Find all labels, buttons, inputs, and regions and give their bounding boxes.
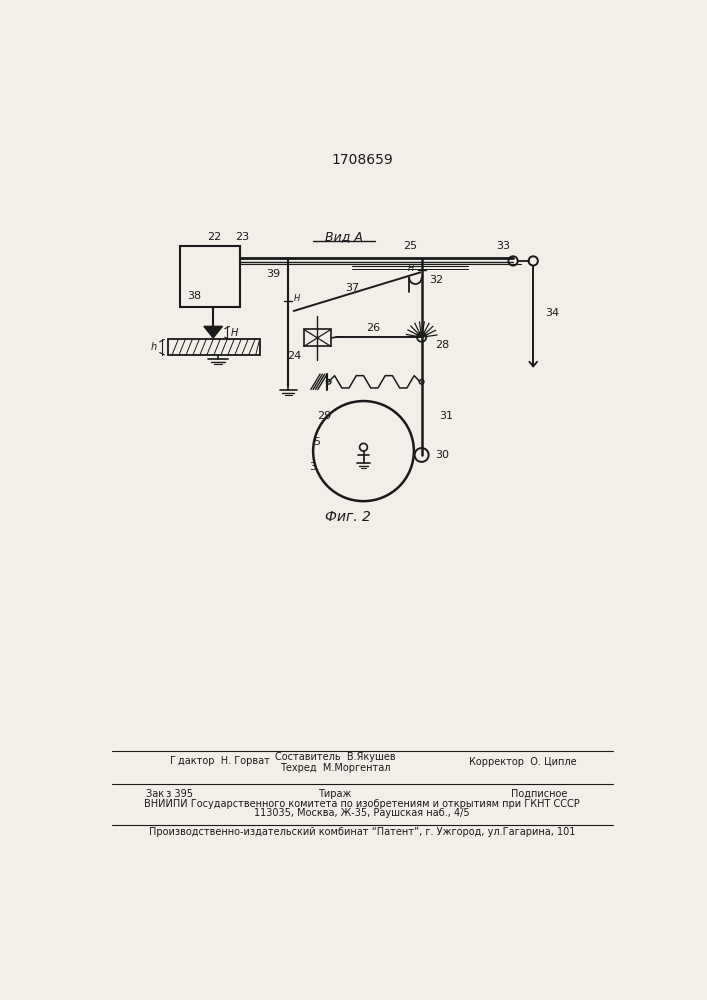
Text: Фиг. 2: Фиг. 2 <box>325 510 371 524</box>
Bar <box>304 329 331 346</box>
Text: 24: 24 <box>286 351 301 361</box>
Text: 25: 25 <box>403 241 417 251</box>
Bar <box>168 339 259 355</box>
Text: h: h <box>151 342 156 352</box>
Text: H: H <box>293 294 300 303</box>
Text: Техред  М.Моргентал: Техред М.Моргентал <box>279 763 390 773</box>
Text: Вид А: Вид А <box>325 231 363 244</box>
Text: Г дактор  Н. Горват: Г дактор Н. Горват <box>170 756 269 766</box>
Text: H: H <box>231 328 238 338</box>
Text: 39: 39 <box>266 269 280 279</box>
Text: 38: 38 <box>187 291 201 301</box>
Text: Производственно-издательский комбинат “Патент”, г. Ужгород, ул.Гагарина, 101: Производственно-издательский комбинат “П… <box>148 827 575 837</box>
Text: 29: 29 <box>317 411 332 421</box>
Text: Тираж: Тираж <box>318 789 351 799</box>
Text: ВНИИПИ Государственного комитета по изобретениям и открытиям при ГКНТ СССР: ВНИИПИ Государственного комитета по изоб… <box>144 799 580 809</box>
Text: 33: 33 <box>496 241 510 251</box>
Text: 22: 22 <box>207 232 221 242</box>
Text: Корректор  О. Ципле: Корректор О. Ципле <box>469 757 576 767</box>
Text: 23: 23 <box>235 232 249 242</box>
Text: 34: 34 <box>546 308 560 318</box>
Text: 37: 37 <box>345 283 359 293</box>
Text: Зак з 395: Зак з 395 <box>146 789 194 799</box>
Text: 3: 3 <box>309 462 316 472</box>
Text: 26: 26 <box>366 323 380 333</box>
Bar <box>180 246 240 307</box>
Text: 31: 31 <box>440 411 453 421</box>
Text: 1708659: 1708659 <box>331 153 393 167</box>
Text: H: H <box>408 264 414 273</box>
Text: 32: 32 <box>429 275 443 285</box>
Text: 113035, Москва, Ж-35, Раушская наб., 4/5: 113035, Москва, Ж-35, Раушская наб., 4/5 <box>254 808 469 818</box>
Text: Составитель  В.Якушев: Составитель В.Якушев <box>274 752 395 762</box>
Text: 30: 30 <box>435 450 449 460</box>
Text: 28: 28 <box>436 340 450 350</box>
Polygon shape <box>204 326 223 338</box>
Text: Подписное: Подписное <box>510 789 567 799</box>
Text: 5: 5 <box>313 437 320 447</box>
